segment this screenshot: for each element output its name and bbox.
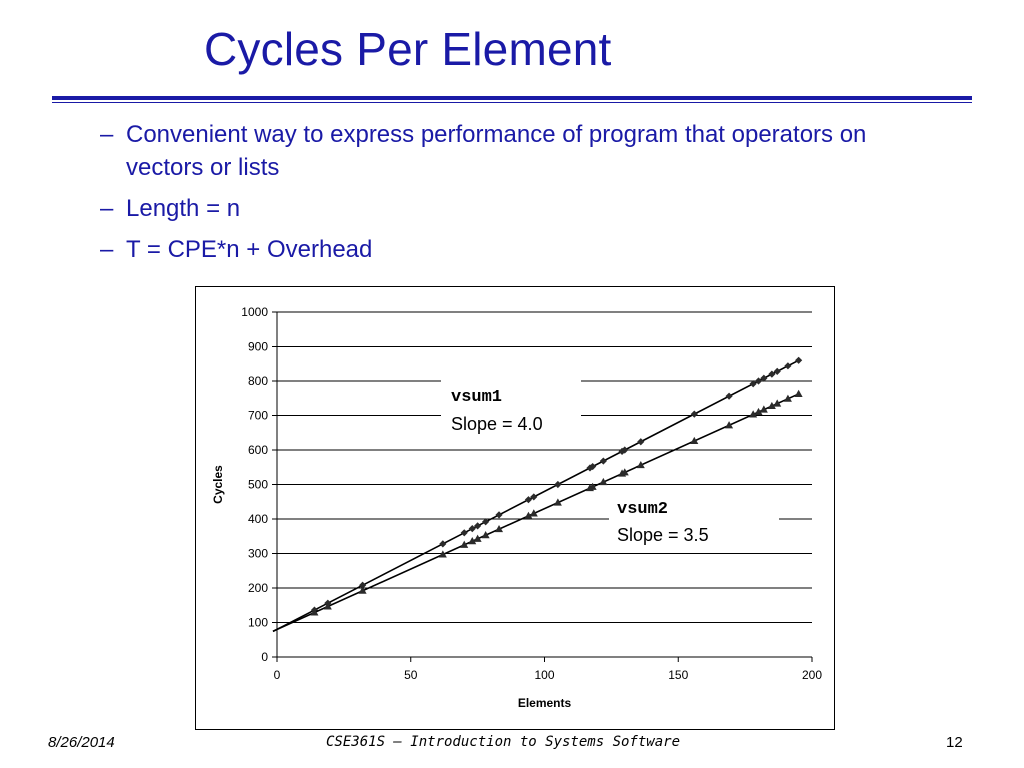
bullet-text: Length = n: [126, 195, 241, 222]
y-tick-label: 600: [248, 443, 268, 457]
bullet-dash: –: [100, 236, 114, 263]
cycles-chart: 0 100 200 300 400 500 600 700 800 900 1000 0 50 100 15…: [211, 305, 822, 710]
data-point-vsum2: [725, 421, 734, 429]
y-tick-label: 300: [248, 547, 268, 561]
bullet-item: – Length = n: [100, 192, 900, 225]
data-point-vsum1: [599, 457, 607, 465]
x-tick-label: 200: [802, 668, 822, 682]
annotation-slope: Slope = 3.5: [617, 525, 709, 545]
data-point-vsum1: [589, 462, 597, 471]
bullet-dash: –: [100, 121, 114, 148]
bullet-dash: –: [100, 195, 114, 222]
bullet-item: – Convenient way to express performance …: [100, 118, 900, 184]
annotation-box-vsum1: [441, 379, 581, 437]
x-axis-label: Elements: [518, 696, 572, 710]
data-point-vsum2: [794, 389, 803, 397]
data-point-vsum1: [586, 464, 594, 472]
data-point-vsum1: [784, 362, 792, 370]
data-point-vsum2: [754, 407, 763, 416]
data-point-vsum1: [795, 356, 803, 364]
data-point-vsum2: [636, 460, 645, 469]
data-point-vsum1: [637, 438, 645, 446]
y-axis-label: Cycles: [211, 465, 225, 504]
annotation-slope: Slope = 4.0: [451, 414, 543, 434]
y-tick-label: 800: [248, 374, 268, 388]
data-point-vsum1: [524, 496, 533, 504]
data-point-vsum2: [468, 537, 477, 545]
footer-page-number: 12: [946, 734, 963, 751]
y-tick-label: 500: [248, 478, 268, 492]
y-tick-label: 1000: [241, 305, 268, 319]
data-point-vsum1: [749, 380, 757, 388]
data-point-vsum2: [690, 436, 699, 445]
data-point-vsum1: [754, 377, 763, 385]
title-divider-thin: [52, 102, 972, 103]
data-point-vsum2: [783, 394, 792, 402]
data-point-vsum2: [767, 401, 776, 410]
slide-title: Cycles Per Element: [204, 23, 612, 75]
y-tick-label: 200: [248, 581, 268, 595]
data-point-vsum2: [323, 602, 332, 610]
y-tick-label: 100: [248, 616, 268, 630]
data-point-vsum1: [460, 529, 468, 537]
data-point-vsum2: [553, 498, 562, 506]
data-point-vsum2: [749, 410, 758, 418]
data-point-vsum2: [599, 477, 608, 486]
data-point-vsum1: [482, 518, 490, 526]
chart-frame: 0 100 200 300 400 500 600 700 800 900 1000 0 50 100 15…: [195, 286, 835, 730]
x-tick-label: 100: [534, 668, 554, 682]
annotation-box-vsum2: [609, 493, 779, 551]
y-tick-label: 700: [248, 409, 268, 423]
x-tick-label: 50: [404, 668, 418, 682]
data-point-vsum2: [759, 405, 768, 413]
data-point-vsum2: [310, 608, 319, 616]
data-point-vsum1: [725, 392, 733, 400]
x-tick-label: 0: [274, 668, 281, 682]
title-divider: [52, 96, 972, 100]
data-point-vsum2: [481, 531, 490, 539]
data-point-vsum2: [358, 586, 367, 594]
y-tick-label: 0: [261, 650, 268, 664]
bullet-list: – Convenient way to express performance …: [100, 118, 900, 274]
footer-date: 8/26/2014: [48, 734, 115, 751]
y-tick-label: 900: [248, 340, 268, 354]
x-tick-label: 150: [668, 668, 688, 682]
data-point-vsum2: [588, 482, 597, 490]
data-point-vsum2: [524, 511, 533, 519]
data-point-vsum2: [773, 399, 782, 407]
bullet-text: T = CPE*n + Overhead: [126, 236, 373, 263]
data-point-vsum1: [468, 525, 476, 533]
data-point-vsum1: [618, 447, 626, 455]
annotation-series-name: vsum2: [617, 500, 668, 519]
data-point-vsum2: [438, 550, 447, 558]
footer-course: CSE361S – Introduction to Systems Softwa…: [326, 734, 681, 750]
data-point-vsum2: [473, 534, 482, 542]
data-point-vsum1: [495, 511, 503, 519]
data-point-vsum1: [760, 374, 768, 382]
data-point-vsum1: [621, 446, 629, 454]
bullet-item: – T = CPE*n + Overhead: [100, 233, 900, 266]
data-point-vsum1: [439, 540, 447, 548]
data-point-vsum2: [620, 468, 629, 476]
bullet-text: Convenient way to express performance of…: [126, 121, 867, 181]
data-point-vsum2: [460, 540, 469, 548]
data-point-vsum1: [690, 410, 698, 418]
y-tick-label: 400: [248, 512, 268, 526]
annotation-series-name: vsum1: [451, 388, 502, 407]
data-point-vsum2: [495, 524, 504, 533]
data-point-vsum1: [554, 480, 562, 489]
data-point-vsum2: [529, 509, 538, 517]
